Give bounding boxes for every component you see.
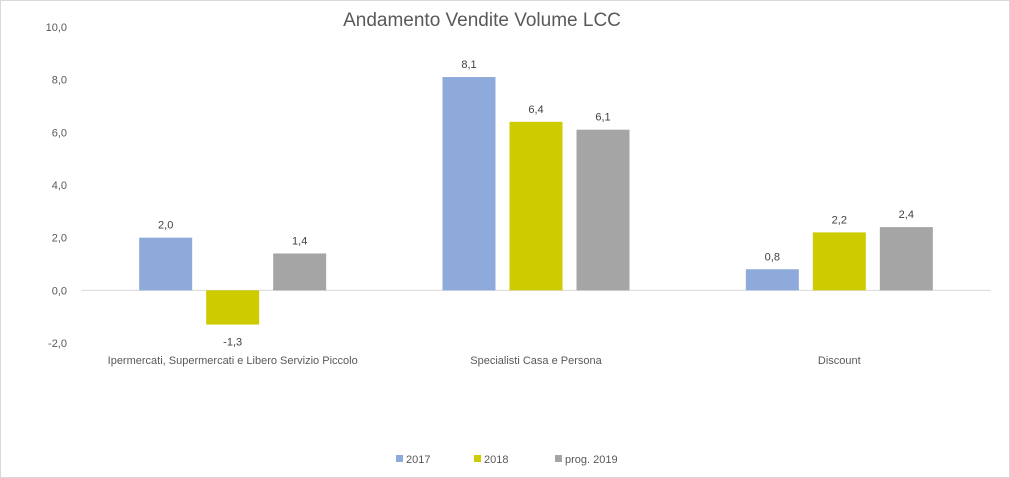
bar: [139, 237, 193, 291]
data-label: 0,8: [765, 251, 780, 263]
bar: [273, 253, 327, 291]
chart-title: Andamento Vendite Volume LCC: [343, 10, 621, 31]
bar: [812, 232, 866, 291]
bar: [576, 129, 630, 291]
data-label: 6,4: [528, 104, 543, 116]
bar: [509, 121, 563, 291]
category-labels: Ipermercati, Supermercati e Libero Servi…: [108, 355, 861, 367]
y-tick-label: 10,0: [46, 22, 67, 34]
legend-swatch: [396, 455, 403, 462]
y-tick-label: 4,0: [52, 180, 67, 192]
bar: [206, 290, 260, 325]
bar: [442, 77, 496, 291]
data-label: 2,0: [158, 220, 173, 232]
bars-group: 2,0 -1,3 1,4 8,1 6,4 6,1 0,8 2,2 2,4: [139, 59, 933, 349]
data-label: 2,4: [899, 209, 914, 221]
legend-swatch: [555, 455, 562, 462]
legend-label: 2018: [484, 454, 508, 466]
y-tick-label: -2,0: [48, 338, 67, 350]
category-label: Ipermercati, Supermercati e Libero Servi…: [108, 355, 358, 367]
data-label: -1,3: [223, 337, 242, 349]
y-tick-label: 6,0: [52, 127, 67, 139]
data-label: 8,1: [461, 59, 476, 71]
y-tick-label: 2,0: [52, 233, 67, 245]
legend: 2017 2018 prog. 2019: [396, 454, 618, 466]
y-tick-label: 0,0: [52, 285, 67, 297]
bar: [879, 227, 933, 291]
data-label: 6,1: [595, 112, 610, 124]
legend-label: 2017: [406, 454, 430, 466]
legend-label: prog. 2019: [565, 454, 618, 466]
y-axis-ticks: -2,0 0,0 2,0 4,0 6,0 8,0 10,0: [46, 22, 67, 350]
data-label: 1,4: [292, 235, 307, 247]
category-label: Specialisti Casa e Persona: [470, 355, 602, 367]
bar: [745, 269, 799, 291]
data-label: 2,2: [832, 214, 847, 226]
y-tick-label: 8,0: [52, 75, 67, 87]
legend-swatch: [474, 455, 481, 462]
category-label: Discount: [818, 355, 861, 367]
